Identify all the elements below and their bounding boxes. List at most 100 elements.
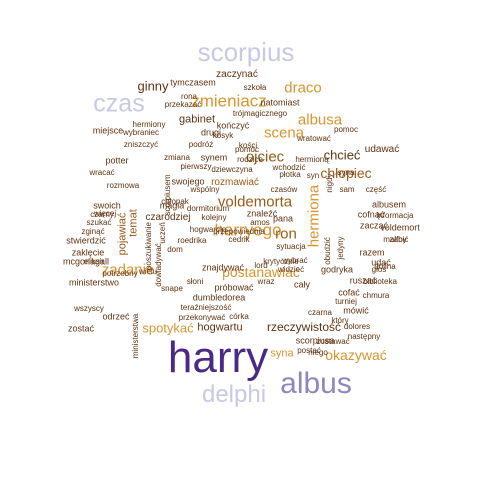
word-obudzic: obudzić bbox=[323, 237, 332, 265]
word-swoich: swoich bbox=[93, 200, 121, 211]
word-rzeczywistosc: rzeczywistość bbox=[266, 320, 342, 334]
word-wybraniec: wybraniec bbox=[122, 128, 160, 137]
word-chciec: chcieć bbox=[323, 147, 361, 163]
word-stwierdzic: stwierdzić bbox=[66, 235, 106, 246]
word-trojmagicznego: trójmagicznego bbox=[232, 109, 288, 118]
word-zaczac: zacząć bbox=[359, 220, 389, 231]
word-wracac: wracać bbox=[89, 168, 115, 177]
word-syna: syna bbox=[337, 168, 355, 177]
word-scorpiusa: scorpiusa bbox=[295, 335, 335, 346]
word-zadanie: zadanie bbox=[101, 261, 155, 279]
word-biblioteka: biblioteka bbox=[363, 277, 397, 286]
word-scorpius: scorpius bbox=[197, 37, 295, 67]
word-chlopiec: chłopiec bbox=[320, 165, 372, 181]
word-harryego: harryego bbox=[214, 220, 282, 240]
word-chlopak: chłopak bbox=[161, 197, 189, 206]
word-czarny: czarny bbox=[90, 210, 114, 219]
word-potrzebny: potrzebny bbox=[102, 269, 138, 278]
word-pomoc: pomoc bbox=[333, 125, 359, 134]
word-ministerstwa: ministerstwa bbox=[131, 313, 140, 359]
word-jedyny: jedyny bbox=[336, 236, 345, 260]
word-nastepny: następny bbox=[347, 332, 381, 341]
word-tymczasem: tymczasem bbox=[170, 77, 216, 88]
word-ron: ron bbox=[275, 225, 297, 243]
word-sytuacja: sytuacja bbox=[276, 242, 306, 251]
word-terazniejszosc: teraźniejszość bbox=[180, 303, 232, 312]
word-hermiona: hermiona bbox=[305, 184, 323, 248]
word-snape: snape bbox=[161, 284, 183, 293]
word-zabic: zabić bbox=[389, 235, 409, 244]
word-ministerstwo: ministerstwo bbox=[68, 277, 120, 288]
word-rozmawiac: rozmawiać bbox=[211, 177, 259, 188]
word-udac: udać bbox=[371, 257, 391, 268]
word-rona: rona bbox=[180, 92, 198, 101]
word-szkola: szkoła bbox=[243, 83, 267, 92]
word-pomoc: pomóc bbox=[234, 145, 260, 154]
word-dormitorium: dormitorium bbox=[186, 204, 230, 213]
word-albus: albus bbox=[280, 367, 352, 400]
word-nigdy: nigdy bbox=[325, 173, 334, 193]
word-turniej: turniej bbox=[335, 297, 357, 306]
word-drugi: drugi bbox=[200, 127, 222, 138]
word-zaklecie: zaklęcie bbox=[71, 247, 105, 258]
word-zostac: zostać bbox=[67, 323, 95, 334]
word-konczyc: kończyć bbox=[216, 120, 250, 131]
word-hermiona: hermioną bbox=[295, 155, 329, 164]
word-hogwarcie: hogwarcie bbox=[189, 225, 227, 234]
word-voldemorta: voldemorta bbox=[217, 193, 293, 211]
word-krytycznie: krytycznie bbox=[263, 257, 299, 266]
word-pana: pana bbox=[272, 213, 294, 224]
word-potter: potter bbox=[105, 155, 129, 166]
word-udawac: udawać bbox=[364, 144, 400, 155]
word-zmieniacz: zmieniacz bbox=[191, 91, 267, 111]
word-roedrika: roedrika bbox=[177, 236, 207, 245]
word-zaczynac: zaczynać bbox=[216, 69, 258, 80]
word-ginny: ginny bbox=[137, 78, 169, 94]
word-lord: lord bbox=[254, 261, 268, 270]
word-voldemort: voldemort bbox=[380, 222, 420, 233]
word-zginac: zginąć bbox=[81, 227, 105, 236]
word-kolejny: kolejny bbox=[201, 213, 227, 222]
word-wspolny: wspólny bbox=[190, 185, 220, 194]
word-mowic: mówić bbox=[343, 305, 369, 316]
word-zmiana: zmiana bbox=[164, 153, 190, 162]
word-czesc: część bbox=[365, 185, 387, 194]
word-wybrac: wybrać bbox=[282, 256, 308, 265]
word-caly: cały bbox=[293, 279, 311, 290]
word-znajdywac: znajdywać bbox=[201, 262, 245, 273]
word-malfoy: malfoy bbox=[383, 235, 407, 244]
word-dom: dom bbox=[167, 245, 183, 254]
word-znalezc: znaleźć bbox=[246, 208, 278, 219]
word-spotykac: spotykać bbox=[142, 320, 194, 336]
word-wchodzic: wchodzić bbox=[272, 163, 306, 172]
word-syna: syna bbox=[270, 347, 294, 360]
word-kosyk: kosyk bbox=[212, 131, 234, 140]
word-niego: niego bbox=[308, 348, 328, 357]
word-zniszczyc: zniszczyć bbox=[123, 140, 159, 149]
word-ktory: który bbox=[331, 316, 349, 325]
word-chmura: chmura bbox=[362, 291, 390, 300]
word-sloni: słoni bbox=[186, 277, 204, 286]
word-dolina: dolina bbox=[374, 262, 396, 271]
word-dowiadywac: dowiadywać bbox=[154, 243, 163, 287]
word-swojego: swojego bbox=[171, 176, 205, 187]
word-cofnac: cofnąć bbox=[357, 209, 385, 220]
word-odrzec: odrzeć bbox=[102, 311, 130, 322]
word-czasow: czasów bbox=[270, 185, 298, 194]
word-ojciec: ojciec bbox=[245, 148, 285, 166]
word-scena: scena bbox=[263, 124, 305, 142]
word-kosci: kości bbox=[238, 141, 258, 150]
word-wraz: wraz bbox=[257, 277, 275, 286]
word-wielu: wielu bbox=[138, 267, 158, 276]
word-czarna: czarna bbox=[307, 308, 333, 317]
word-przekonywac: przekonywać bbox=[178, 313, 226, 322]
word-postac: postać bbox=[297, 346, 321, 355]
word-dolores: dolores bbox=[343, 322, 371, 331]
word-probowac: próbować bbox=[214, 282, 254, 293]
word-widziec: widzieć bbox=[277, 265, 305, 274]
word-postanawiac: postanawiać bbox=[222, 264, 300, 280]
word-mcgonagall: mcgonagall bbox=[62, 256, 110, 267]
word-wiecej: więcej bbox=[93, 209, 117, 218]
word-godryka: godryka bbox=[320, 264, 354, 275]
word-szukac: szukać bbox=[86, 218, 112, 227]
